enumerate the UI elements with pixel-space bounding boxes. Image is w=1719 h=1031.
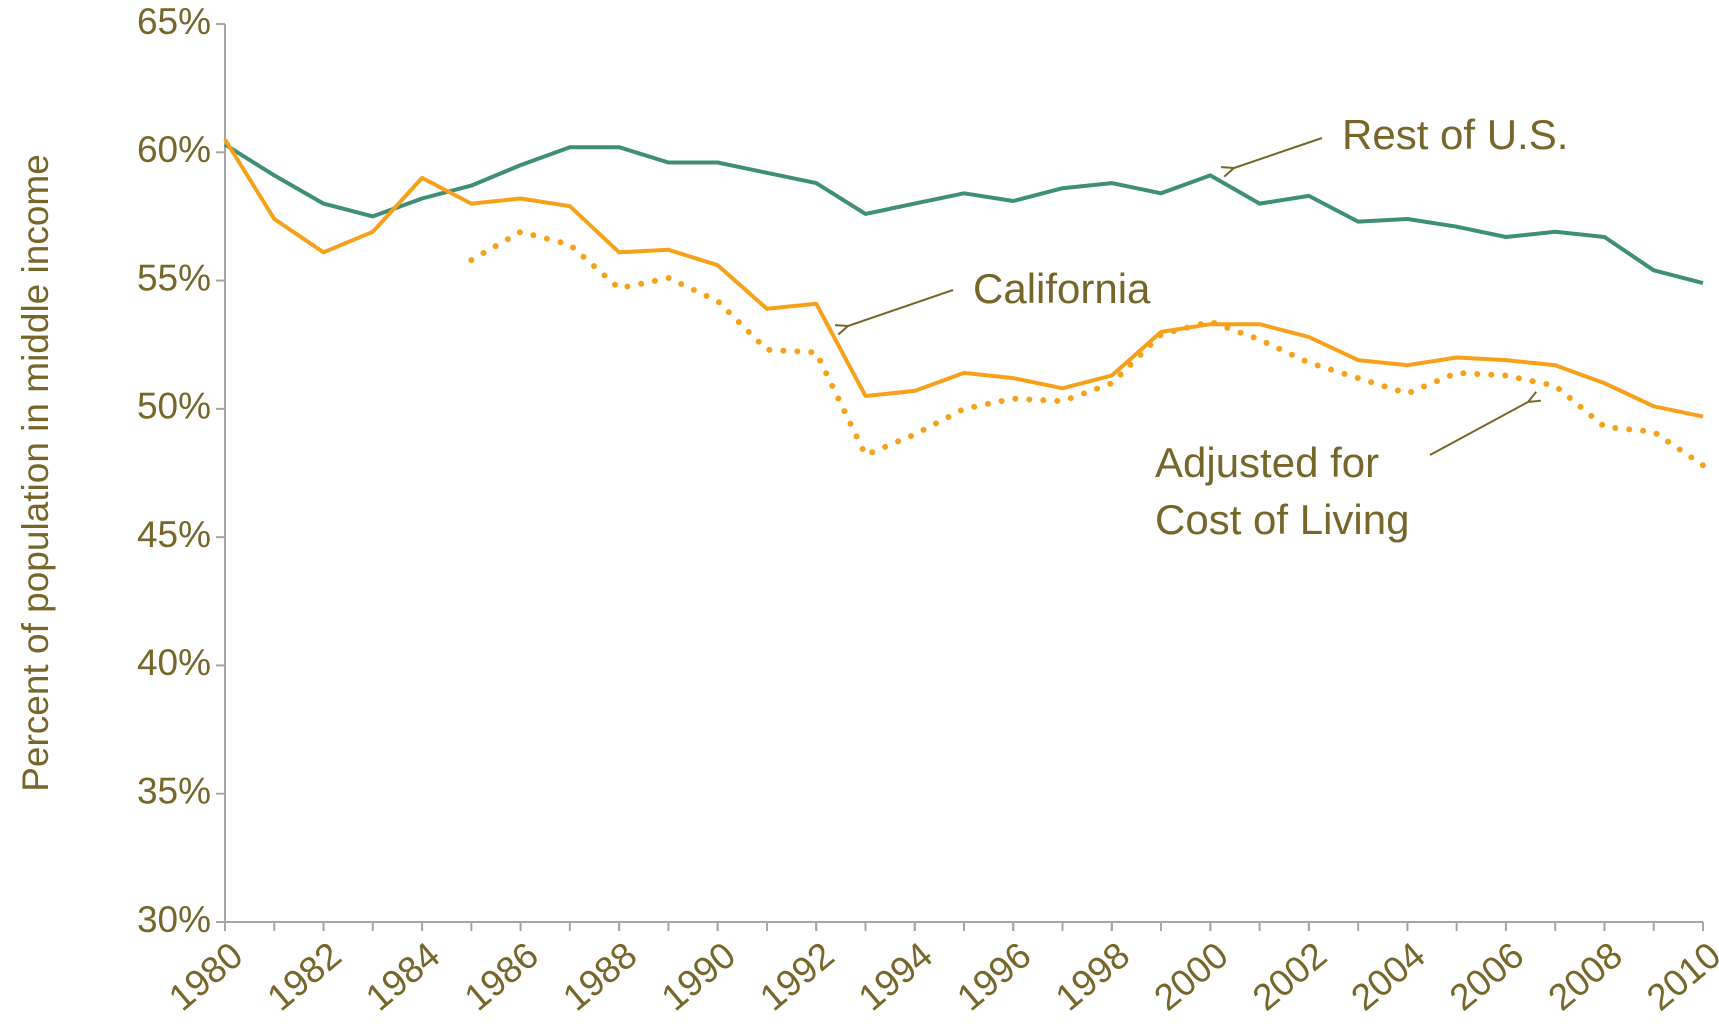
x-tick-label: 2002 bbox=[1245, 934, 1334, 1018]
arrow bbox=[848, 289, 954, 326]
x-tick-label: 1982 bbox=[260, 934, 349, 1018]
x-tick-label: 1994 bbox=[851, 934, 940, 1018]
series-label-line: Adjusted for bbox=[1155, 439, 1379, 486]
y-tick-label: 55% bbox=[137, 257, 211, 298]
series-label-line: Cost of Living bbox=[1155, 496, 1409, 543]
y-tick-label: 40% bbox=[137, 642, 211, 683]
y-axis-title: Percent of population in middle income bbox=[15, 154, 56, 792]
x-tick-label: 1998 bbox=[1048, 934, 1137, 1018]
arrow bbox=[1429, 402, 1528, 456]
y-tick-label: 45% bbox=[137, 514, 211, 555]
x-tick-label: 2008 bbox=[1540, 934, 1629, 1018]
series-line bbox=[223, 138, 1704, 419]
x-tick-label: 1986 bbox=[457, 934, 546, 1018]
x-tick-label: 1992 bbox=[752, 934, 841, 1018]
y-tick-label: 65% bbox=[137, 1, 211, 42]
y-tick-label: 35% bbox=[137, 770, 211, 811]
x-tick-label: 1990 bbox=[654, 934, 743, 1018]
x-tick-label: 2000 bbox=[1146, 934, 1235, 1018]
x-tick-label: 1988 bbox=[555, 934, 644, 1018]
x-tick-label: 1980 bbox=[161, 934, 250, 1018]
arrow bbox=[1234, 137, 1323, 168]
series-line bbox=[223, 142, 1704, 286]
x-tick-label: 2006 bbox=[1442, 934, 1531, 1018]
series-label: California bbox=[973, 265, 1151, 312]
x-tick-label: 1984 bbox=[358, 934, 447, 1018]
x-tick-label: 1996 bbox=[949, 934, 1038, 1018]
y-tick-label: 60% bbox=[137, 129, 211, 170]
y-tick-label: 50% bbox=[137, 386, 211, 427]
y-tick-label: 30% bbox=[137, 899, 211, 940]
x-tick-label: 2010 bbox=[1639, 934, 1719, 1018]
series-label: Rest of U.S. bbox=[1342, 111, 1568, 158]
series-label: Adjusted for Cost of Living bbox=[1155, 439, 1409, 543]
x-tick-label: 2004 bbox=[1343, 934, 1432, 1018]
